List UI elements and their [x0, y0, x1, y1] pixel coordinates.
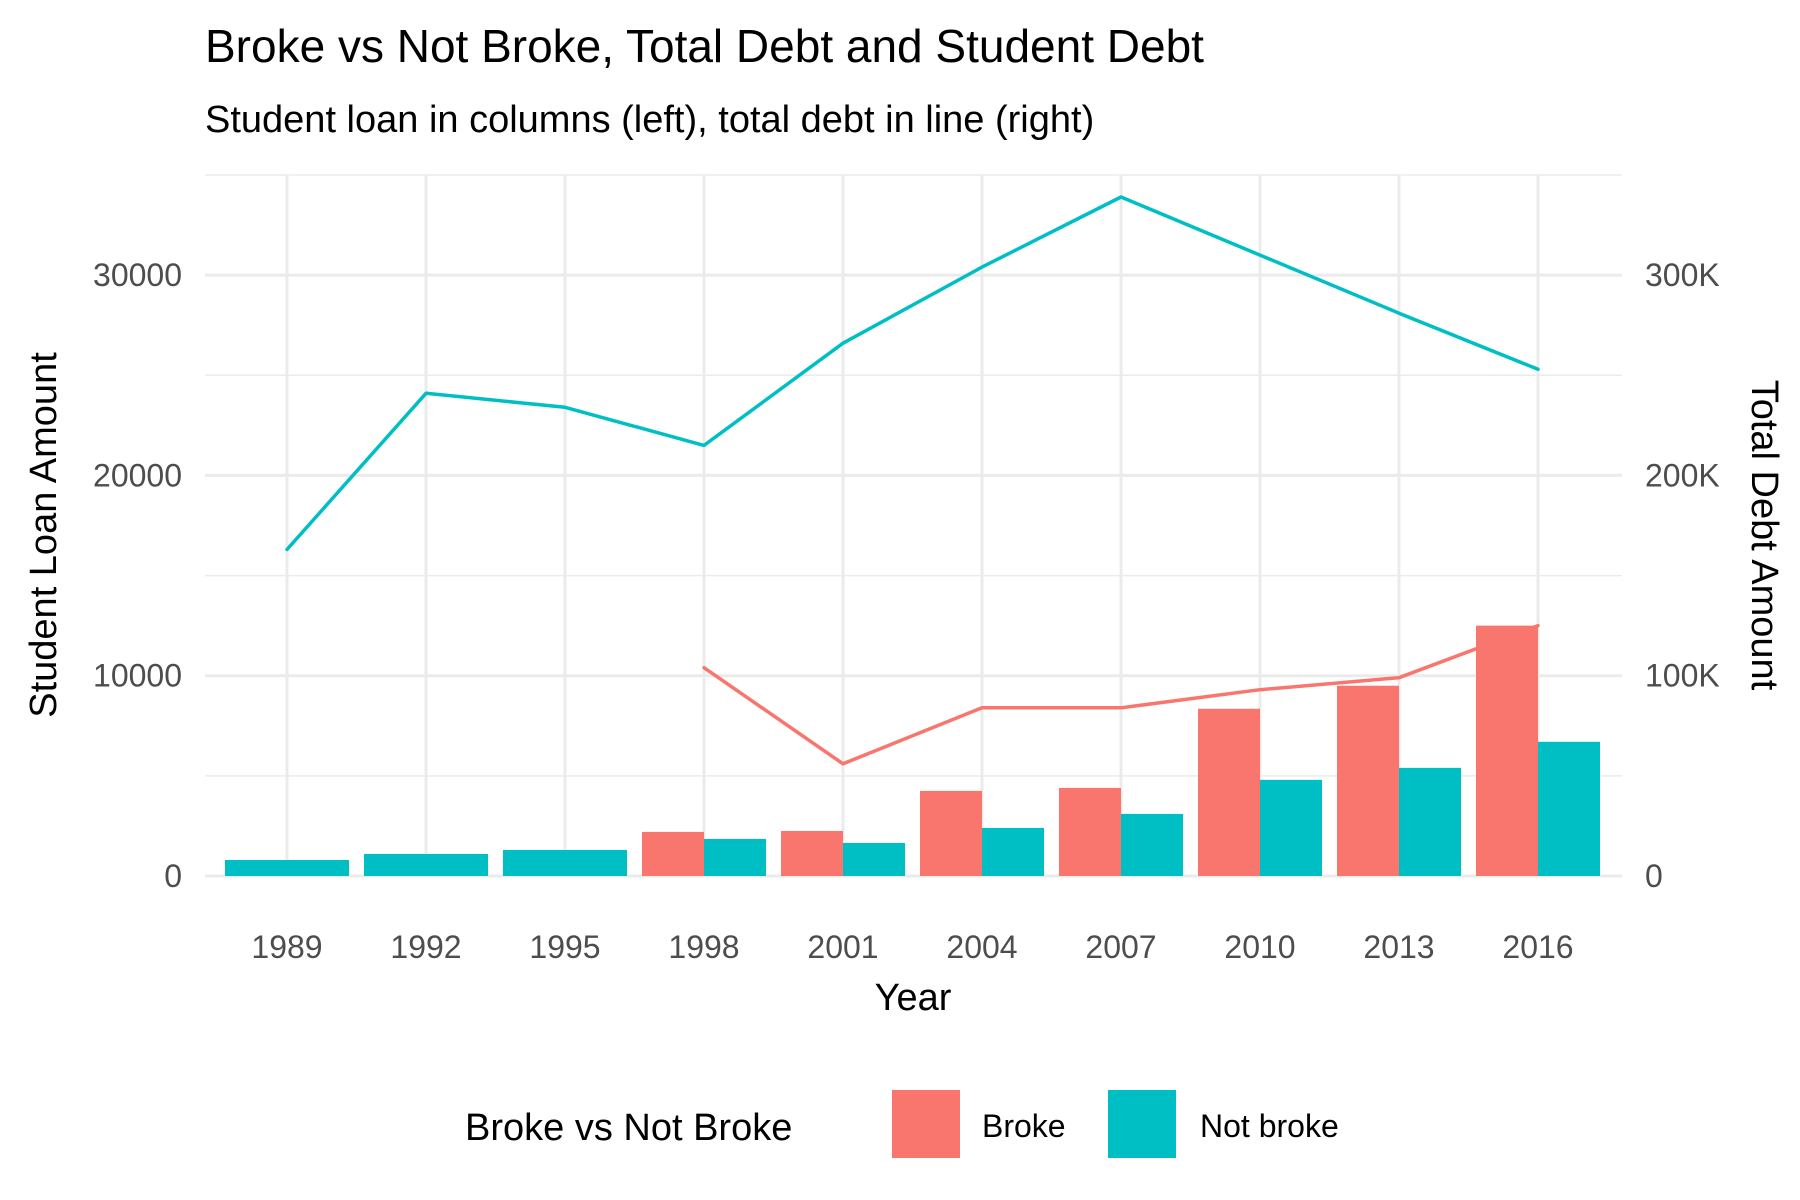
y-tick-label: 10000	[93, 658, 182, 694]
y2-tick-label: 0	[1645, 858, 1663, 894]
legend-key-broke	[892, 1090, 960, 1158]
bar-broke	[1476, 625, 1538, 876]
x-tick-label: 2016	[1502, 929, 1573, 965]
chart-subtitle: Student loan in columns (left), total de…	[205, 99, 1094, 141]
bar-broke	[781, 830, 843, 876]
lines-layer	[285, 195, 1540, 766]
y-tick-label: 0	[164, 858, 182, 894]
x-tick-label: 2007	[1085, 929, 1156, 965]
bar-not-broke	[1399, 767, 1461, 876]
legend-label-broke: Broke	[982, 1108, 1066, 1144]
y-ticks-layer: 0 10000 20000 30000	[93, 257, 182, 894]
legend: Broke vs Not Broke Broke Not broke	[465, 1090, 1339, 1158]
y-tick-label: 20000	[93, 457, 182, 493]
bar-not-broke	[704, 838, 766, 876]
x-tick-label: 1998	[668, 929, 739, 965]
bar-broke	[1198, 708, 1260, 876]
y2-tick-label: 100K	[1645, 658, 1720, 694]
x-ticks-layer: 1989 1992 1995 1998 2001 2004 2007 2010 2013 2016	[251, 929, 1573, 965]
x-tick-label: 2001	[807, 929, 878, 965]
x-tick-label: 1989	[251, 929, 322, 965]
x-tick-label: 2010	[1224, 929, 1295, 965]
legend-label-not-broke: Not broke	[1200, 1108, 1339, 1144]
x-axis-title: Year	[875, 977, 952, 1019]
y-tick-label: 30000	[93, 257, 182, 293]
bar-broke	[642, 831, 704, 876]
bar-broke	[920, 790, 982, 876]
bars-layer	[225, 625, 1600, 876]
x-tick-label: 1995	[529, 929, 600, 965]
line-not-broke-total-debt	[285, 195, 1540, 552]
x-tick-label: 2004	[946, 929, 1017, 965]
bar-not-broke	[1121, 813, 1183, 876]
x-tick-label: 1992	[390, 929, 461, 965]
bar-broke	[1337, 685, 1399, 876]
y2-axis-title: Total Debt Amount	[1743, 380, 1785, 691]
bar-not-broke	[364, 853, 488, 876]
y2-tick-label: 300K	[1645, 257, 1720, 293]
grid-layer	[205, 174, 1622, 878]
bar-not-broke	[503, 849, 627, 876]
chart-title: Broke vs Not Broke, Total Debt and Stude…	[205, 20, 1204, 72]
legend-title: Broke vs Not Broke	[465, 1107, 792, 1149]
line-broke-total-debt	[702, 623, 1540, 766]
bar-not-broke	[225, 859, 349, 876]
y2-tick-label: 200K	[1645, 457, 1720, 493]
bar-not-broke	[982, 827, 1044, 876]
legend-key-not-broke	[1108, 1090, 1176, 1158]
bar-not-broke	[1260, 779, 1322, 876]
bar-not-broke	[1538, 741, 1600, 876]
y-axis-title: Student Loan Amount	[23, 352, 65, 718]
x-tick-label: 2013	[1363, 929, 1434, 965]
y2-ticks-layer: 0 100K 200K 300K	[1645, 257, 1720, 894]
bar-not-broke	[843, 842, 905, 876]
bar-broke	[1059, 787, 1121, 876]
